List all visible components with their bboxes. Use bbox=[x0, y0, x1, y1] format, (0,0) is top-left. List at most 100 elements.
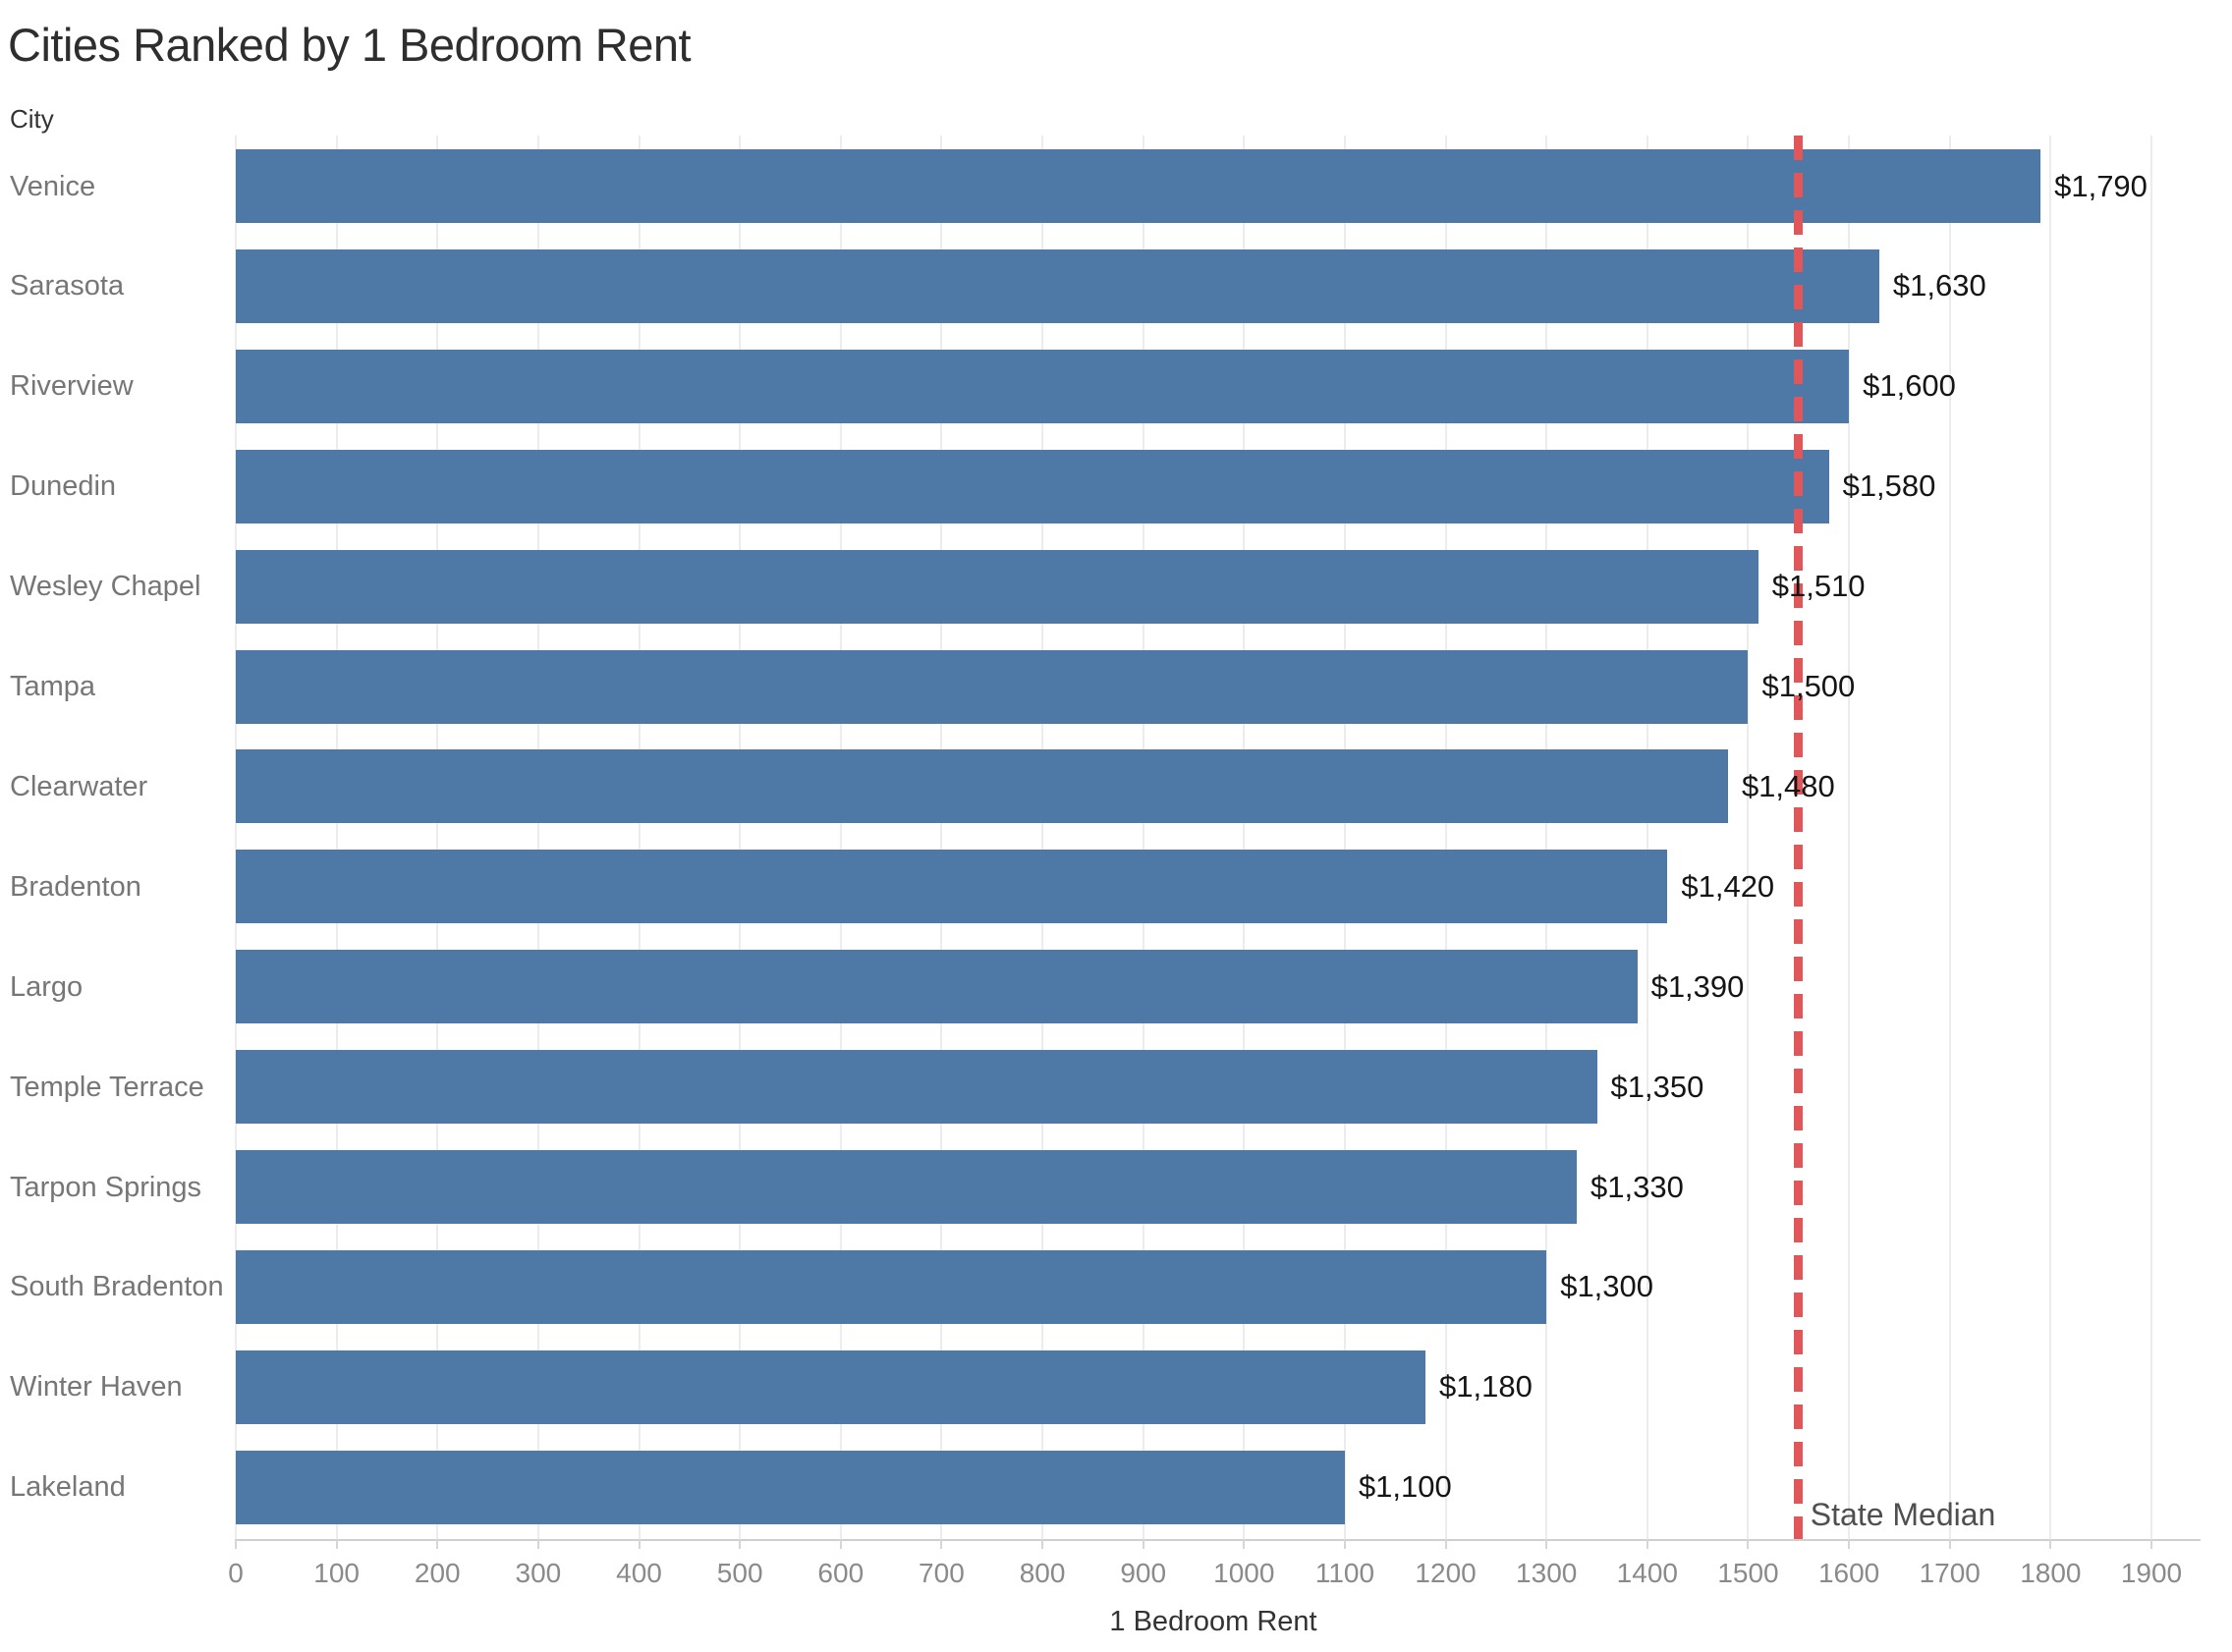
gridline-1300 bbox=[1545, 136, 1548, 1539]
city-label-largo: Largo bbox=[10, 970, 84, 1003]
value-label-wesley-chapel: $1,510 bbox=[1771, 569, 1866, 604]
x-tick-label-100: 100 bbox=[313, 1558, 360, 1588]
value-label-temple-terrace: $1,350 bbox=[1610, 1069, 1704, 1104]
x-tick-mark-1700 bbox=[1948, 1539, 1951, 1549]
x-tick-mark-1800 bbox=[2049, 1539, 2052, 1549]
x-tick-mark-700 bbox=[940, 1539, 943, 1549]
bar-temple-terrace[interactable] bbox=[236, 1050, 1597, 1125]
bar-dunedin[interactable] bbox=[236, 449, 1829, 523]
gridline-1900 bbox=[2150, 136, 2152, 1539]
x-tick-mark-600 bbox=[839, 1539, 842, 1549]
x-tick-mark-400 bbox=[638, 1539, 641, 1549]
city-label-winter-haven: Winter Haven bbox=[10, 1371, 183, 1404]
gridline-1400 bbox=[1646, 136, 1648, 1539]
gridline-1600 bbox=[1848, 136, 1851, 1539]
x-tick-label-0: 0 bbox=[228, 1558, 244, 1588]
x-tick-label-1300: 1300 bbox=[1516, 1558, 1578, 1588]
x-tick-label-1100: 1100 bbox=[1314, 1558, 1375, 1588]
x-tick-label-700: 700 bbox=[919, 1558, 965, 1588]
city-label-dunedin: Dunedin bbox=[10, 470, 117, 503]
gridline-1200 bbox=[1444, 136, 1447, 1539]
state-median-reference-line bbox=[1794, 136, 1804, 1539]
x-tick-label-400: 400 bbox=[616, 1558, 662, 1588]
gridline-500 bbox=[739, 136, 742, 1539]
value-label-riverview: $1,600 bbox=[1863, 368, 1956, 404]
city-label-tarpon-springs: Tarpon Springs bbox=[10, 1171, 202, 1203]
x-tick-mark-0 bbox=[235, 1539, 237, 1549]
x-tick-mark-900 bbox=[1142, 1539, 1144, 1549]
x-tick-label-800: 800 bbox=[1019, 1558, 1066, 1588]
bar-south-bradenton[interactable] bbox=[236, 1249, 1547, 1324]
x-tick-mark-1300 bbox=[1545, 1539, 1548, 1549]
x-tick-mark-1100 bbox=[1343, 1539, 1346, 1549]
x-tick-mark-1400 bbox=[1646, 1539, 1648, 1549]
city-label-bradenton: Bradenton bbox=[10, 870, 141, 903]
gridline-300 bbox=[536, 136, 539, 1539]
city-label-tampa: Tampa bbox=[10, 671, 96, 702]
x-tick-mark-1600 bbox=[1848, 1539, 1851, 1549]
x-tick-mark-200 bbox=[436, 1539, 439, 1549]
value-label-dunedin: $1,580 bbox=[1842, 468, 1936, 504]
x-tick-mark-500 bbox=[739, 1539, 742, 1549]
bar-largo[interactable] bbox=[236, 950, 1638, 1024]
y-axis-header: City bbox=[10, 104, 54, 134]
city-label-temple-terrace: Temple Terrace bbox=[10, 1071, 204, 1103]
gridline-1700 bbox=[1948, 136, 1951, 1539]
x-tick-label-600: 600 bbox=[817, 1558, 865, 1588]
x-tick-label-300: 300 bbox=[515, 1558, 562, 1588]
value-label-sarasota: $1,630 bbox=[1892, 268, 1986, 303]
bar-winter-haven[interactable] bbox=[236, 1349, 1426, 1424]
city-label-south-bradenton: South Bradenton bbox=[10, 1271, 224, 1303]
x-tick-label-900: 900 bbox=[1120, 1558, 1167, 1588]
x-tick-label-200: 200 bbox=[414, 1558, 461, 1588]
chart-title: Cities Ranked by 1 Bedroom Rent bbox=[8, 19, 692, 71]
x-tick-label-1900: 1900 bbox=[2120, 1558, 2183, 1588]
x-tick-label-1200: 1200 bbox=[1415, 1558, 1477, 1588]
value-label-lakeland: $1,100 bbox=[1358, 1469, 1452, 1505]
x-tick-label-1600: 1600 bbox=[1817, 1558, 1880, 1588]
x-tick-mark-1000 bbox=[1243, 1539, 1246, 1549]
bar-bradenton[interactable] bbox=[236, 850, 1668, 924]
value-label-venice: $1,790 bbox=[2054, 168, 2148, 203]
gridline-1000 bbox=[1243, 136, 1246, 1539]
x-tick-label-1800: 1800 bbox=[2020, 1558, 2082, 1588]
bar-tarpon-springs[interactable] bbox=[236, 1150, 1577, 1224]
bar-tampa[interactable] bbox=[236, 649, 1749, 724]
x-tick-label-500: 500 bbox=[716, 1558, 763, 1588]
value-label-clearwater: $1,480 bbox=[1741, 768, 1835, 803]
bar-sarasota[interactable] bbox=[236, 248, 1879, 323]
value-label-winter-haven: $1,180 bbox=[1439, 1369, 1533, 1404]
bar-riverview[interactable] bbox=[236, 349, 1850, 423]
x-tick-label-1700: 1700 bbox=[1919, 1558, 1981, 1588]
bar-clearwater[interactable] bbox=[236, 749, 1728, 824]
x-tick-mark-100 bbox=[335, 1539, 338, 1549]
value-label-south-bradenton: $1,300 bbox=[1560, 1269, 1654, 1304]
x-tick-mark-300 bbox=[536, 1539, 539, 1549]
x-tick-mark-800 bbox=[1041, 1539, 1044, 1549]
gridline-400 bbox=[638, 136, 641, 1539]
value-label-tampa: $1,500 bbox=[1761, 669, 1856, 703]
gridline-1800 bbox=[2049, 136, 2052, 1539]
city-label-venice: Venice bbox=[10, 170, 96, 202]
gridline-0 bbox=[235, 136, 237, 1539]
value-label-largo: $1,390 bbox=[1650, 968, 1745, 1004]
gridline-200 bbox=[436, 136, 439, 1539]
x-tick-label-1000: 1000 bbox=[1213, 1558, 1275, 1588]
gridline-700 bbox=[940, 136, 943, 1539]
x-tick-mark-1900 bbox=[2150, 1539, 2152, 1549]
city-label-sarasota: Sarasota bbox=[10, 270, 125, 303]
bar-venice[interactable] bbox=[236, 149, 2041, 223]
value-label-bradenton: $1,420 bbox=[1681, 868, 1775, 904]
value-label-tarpon-springs: $1,330 bbox=[1590, 1169, 1684, 1204]
gridline-900 bbox=[1142, 136, 1144, 1539]
bar-lakeland[interactable] bbox=[236, 1450, 1345, 1524]
x-tick-label-1400: 1400 bbox=[1616, 1558, 1678, 1588]
bar-wesley-chapel[interactable] bbox=[236, 549, 1758, 624]
city-label-riverview: Riverview bbox=[10, 370, 134, 403]
x-axis-title: 1 Bedroom Rent bbox=[1109, 1606, 1317, 1637]
gridline-1100 bbox=[1343, 136, 1346, 1539]
